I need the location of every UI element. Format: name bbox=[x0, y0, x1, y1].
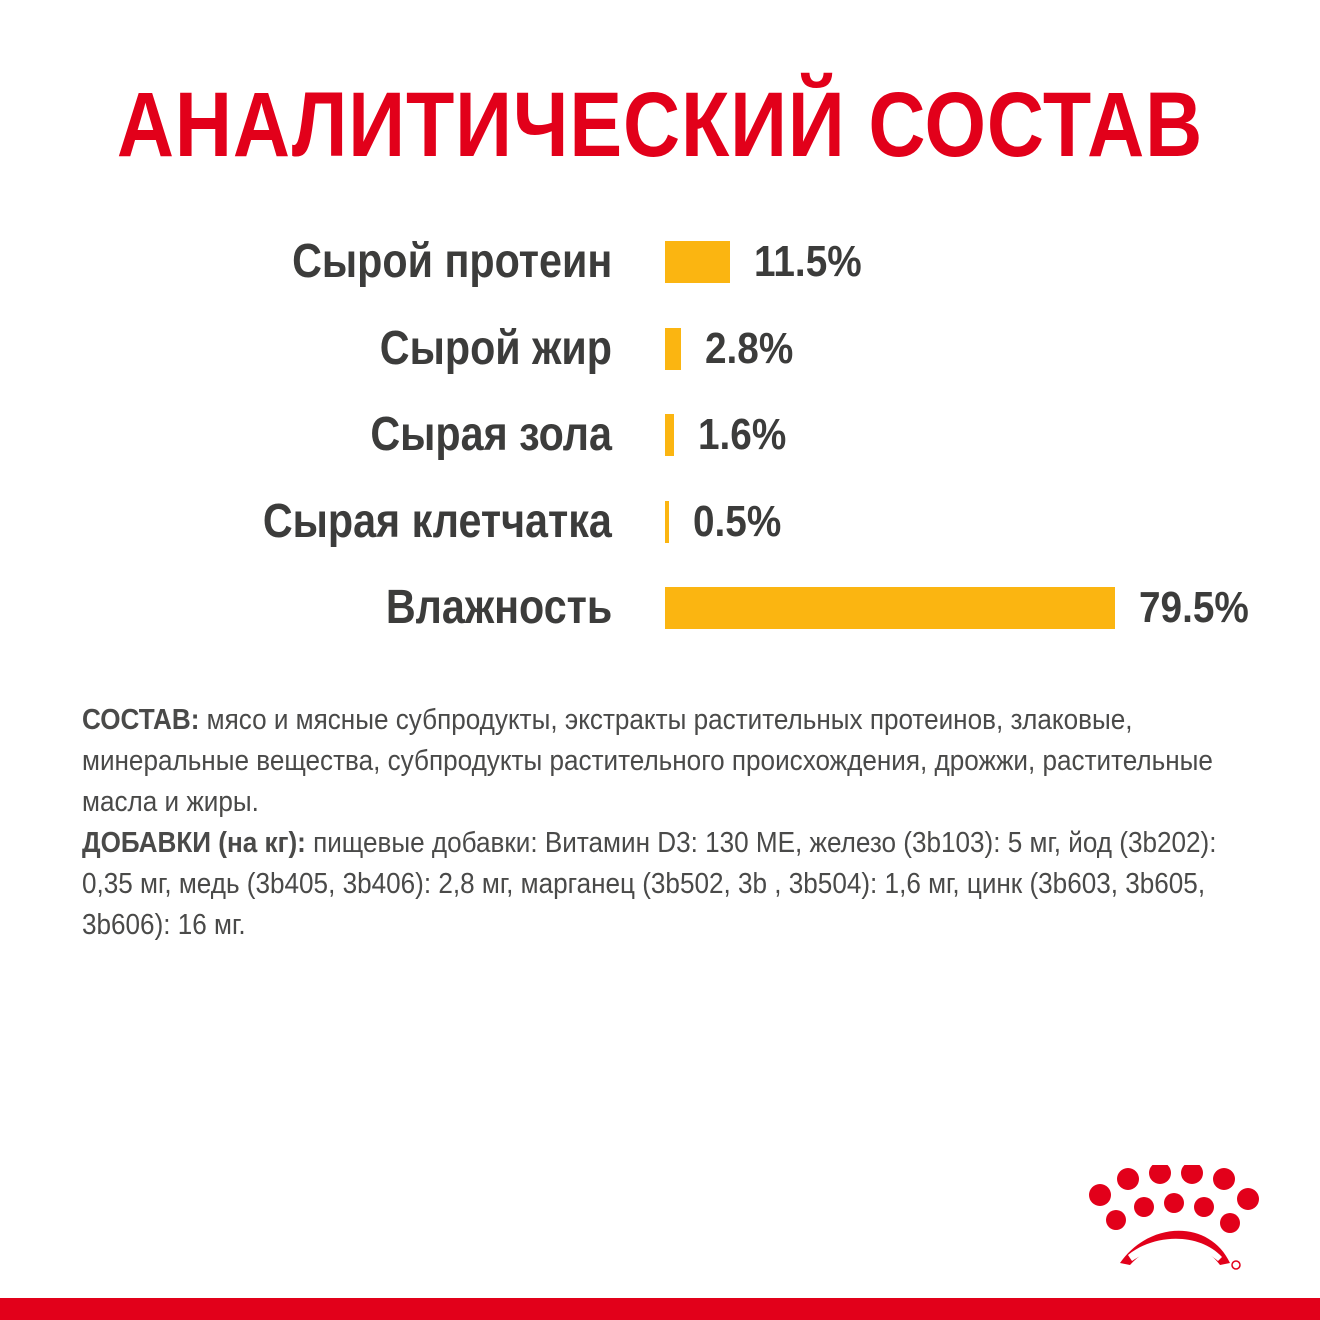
value-label: 0.5% bbox=[693, 496, 782, 546]
composition-block: СОСТАВ: мясо и мясные субпродукты, экстр… bbox=[82, 700, 1270, 946]
chart-row: Влажность 79.5% bbox=[0, 578, 1320, 638]
bar bbox=[665, 241, 731, 283]
chart-row: Сырой протеин 11.5% bbox=[0, 232, 1320, 292]
category-label: Сырой протеин bbox=[291, 235, 612, 288]
composition-text: мясо и мясные субпродукты, экстракты рас… bbox=[82, 704, 1213, 818]
category-label: Влажность bbox=[385, 581, 612, 634]
composition-label: СОСТАВ: bbox=[82, 704, 200, 736]
bar bbox=[665, 327, 681, 370]
additives-label: ДОБАВКИ (на кг): bbox=[82, 827, 306, 859]
value-label: 2.8% bbox=[704, 323, 794, 373]
chart-row: Сырой жир 2.8% bbox=[0, 319, 1320, 379]
crown-logo-icon bbox=[1089, 1165, 1259, 1270]
chart-row: Сырая клетчатка 0.5% bbox=[0, 492, 1320, 552]
additives-text: пищевые добавки: Витамин D3: 130 МЕ, жел… bbox=[82, 827, 1217, 941]
bar bbox=[665, 414, 675, 456]
category-label: Сырой жир bbox=[379, 321, 612, 375]
value-label: 11.5% bbox=[754, 237, 862, 286]
value-label: 1.6% bbox=[698, 410, 787, 459]
category-label: Сырая клетчатка bbox=[262, 494, 612, 548]
bar bbox=[665, 500, 669, 543]
category-label: Сырая зола bbox=[370, 408, 612, 461]
chart-row: Сырая зола 1.6% bbox=[0, 405, 1320, 465]
bar-chart: Сырой протеин 11.5% Сырой жир 2.8% Сырая зол… bbox=[0, 232, 1320, 638]
composition-paragraph: СОСТАВ: мясо и мясные субпродукты, экстр… bbox=[82, 700, 1270, 823]
footer-accent-bar bbox=[0, 1298, 1320, 1320]
additives-paragraph: ДОБАВКИ (на кг): пищевые добавки: Витами… bbox=[82, 823, 1270, 946]
bar bbox=[665, 587, 1115, 629]
value-label: 79.5% bbox=[1139, 583, 1249, 632]
page-title: АНАЛИТИЧЕСКИЙ СОСТАВ bbox=[116, 74, 1204, 176]
